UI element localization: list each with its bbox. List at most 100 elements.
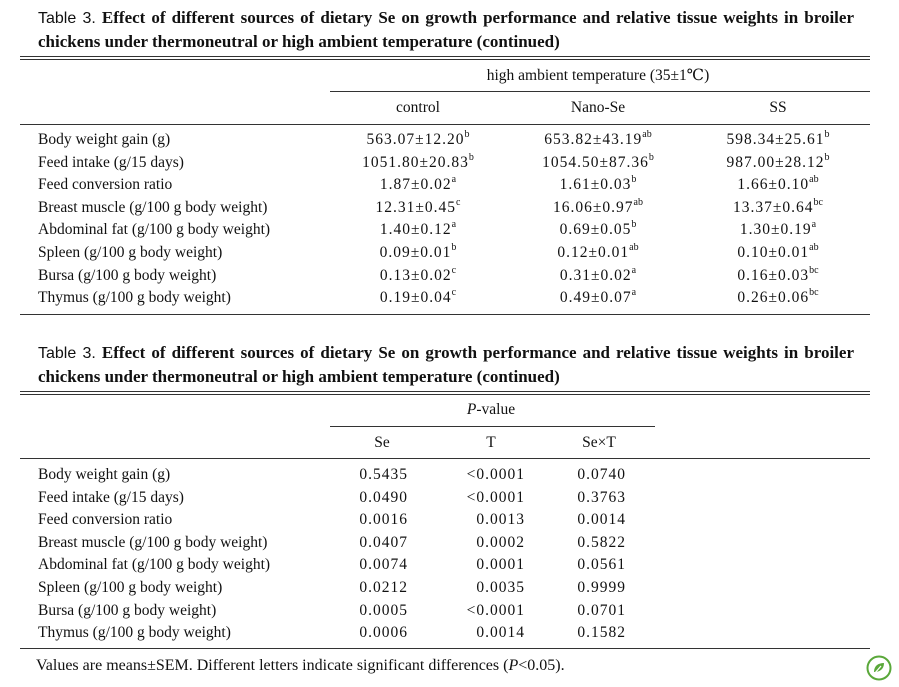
significance-letter: c [456, 196, 461, 208]
cell-value: 653.82±43.19 [544, 131, 643, 148]
table2-cell: 0.0701 [577, 601, 626, 619]
table1-label: Table 3. [38, 10, 96, 27]
table1-top-rule [20, 56, 870, 60]
leaf-badge-icon[interactable] [866, 655, 892, 681]
table2-cell: 0.0074 [359, 556, 408, 574]
significance-letter: b [824, 129, 830, 140]
table1-cell: 598.34±25.61b [726, 129, 830, 149]
significance-letter: bc [813, 196, 823, 208]
significance-letter: a [451, 219, 457, 231]
footnote-p-italic: P [508, 657, 519, 674]
significance-letter: b [464, 129, 470, 140]
table2-top-rule [20, 391, 870, 395]
table2-title: Effect of different sources of dietary S… [38, 343, 854, 386]
table2-cell: 0.1582 [577, 624, 626, 642]
table1-cell: 0.19±0.04c [379, 288, 456, 307]
table1-cell: 12.31±0.45c [376, 196, 461, 217]
table2-group-header: P-value [467, 401, 515, 419]
table1-cell: 0.26±0.06bc [737, 287, 819, 307]
table2-cell: 0.0407 [359, 533, 408, 551]
footnote-part1: Values are means±SEM. Different letters … [36, 657, 509, 674]
cell-value: 0.19±0.04 [379, 289, 452, 307]
significance-letter: ab [642, 129, 652, 140]
p-value-suffix: -value [476, 401, 516, 418]
cell-value: 1.40±0.12 [379, 221, 452, 239]
table2-cell: 0.3763 [577, 488, 626, 506]
table1-cell: 13.37±0.64bc [733, 196, 823, 217]
table1-cell: 0.10±0.01ab [737, 243, 818, 262]
cell-value: 1051.80±20.83 [362, 153, 469, 171]
significance-letter: b [631, 219, 637, 231]
table2-cell: 0.0490 [359, 488, 408, 506]
significance-letter: b [468, 151, 474, 163]
significance-letter: bc [809, 264, 819, 276]
table1-header-rule [20, 124, 870, 125]
table2-cell: 0.0561 [577, 556, 626, 574]
table1-col-header: Nano-Se [570, 99, 626, 116]
table2-cell: 0.0013 [476, 511, 525, 529]
table1-cell: 1.61±0.03b [560, 174, 637, 194]
table1-cell: 1054.50±87.36b [542, 151, 654, 172]
table1-cell: 987.00±28.12b [726, 151, 830, 172]
significance-letter: a [451, 174, 457, 186]
cell-value: 13.37±0.64 [733, 198, 814, 216]
table1-cell: 0.12±0.01ab [557, 243, 638, 262]
table1-row-label: Feed conversion ratio [38, 176, 173, 194]
significance-letter: a [631, 264, 637, 276]
table1-cell: 0.49±0.07a [560, 287, 637, 307]
significance-letter: b [824, 151, 830, 163]
table2-cell: 0.5435 [359, 466, 408, 483]
significance-letter: b [631, 174, 637, 186]
table2-caption: Table 3. Effect of different sources of … [38, 341, 854, 388]
table2-header-rule [20, 458, 870, 459]
table2-cell: 0.0212 [359, 579, 408, 596]
table2-cell: <0.0001 [466, 488, 525, 506]
table2-col-header: Se×T [582, 434, 616, 451]
cell-value: 0.12±0.01 [557, 244, 630, 261]
table2-bottom-rule [20, 648, 870, 649]
cell-value: 0.16±0.03 [737, 266, 810, 284]
table1-title: Effect of different sources of dietary S… [38, 8, 854, 51]
table2-row-label: Feed intake (g/15 days) [38, 488, 184, 506]
table1-cell: 1.87±0.02a [379, 174, 457, 194]
table1-row-label: Bursa (g/100 g body weight) [38, 266, 217, 284]
table1-row-label: Breast muscle (g/100 g body weight) [38, 198, 268, 216]
table2-row-label: Bursa (g/100 g body weight) [38, 601, 217, 619]
table1-cell: 0.69±0.05b [560, 219, 637, 239]
cell-value: 987.00±28.12 [726, 153, 825, 171]
table2-row-label: Breast muscle (g/100 g body weight) [38, 533, 268, 551]
significance-letter: a [811, 219, 817, 231]
significance-letter: a [631, 287, 637, 299]
table1-cell: 1.66±0.10ab [737, 174, 819, 194]
table1-row-label: Abdominal fat (g/100 g body weight) [38, 221, 271, 239]
table1-cell: 0.09±0.01b [380, 243, 457, 262]
table2-cell: <0.0001 [466, 601, 525, 619]
table1-col-header: control [396, 99, 440, 116]
table2-col-header: T [486, 434, 496, 451]
table-footnote: Values are means±SEM. Different letters … [36, 657, 565, 675]
table2-row-label: Abdominal fat (g/100 g body weight) [38, 556, 271, 574]
table1-cell: 16.06±0.97ab [553, 197, 643, 217]
table1-col-header: SS [769, 99, 787, 116]
table1-bottom-rule [20, 314, 870, 315]
table1-cell: 0.16±0.03bc [737, 264, 819, 285]
table2-cell: 0.0016 [359, 511, 408, 529]
significance-letter: b [648, 151, 654, 163]
cell-value: 1.87±0.02 [379, 176, 452, 194]
cell-value: 598.34±25.61 [726, 131, 825, 148]
table2-cell: 0.9999 [577, 579, 626, 596]
table1-cell: 1051.80±20.83b [362, 151, 474, 172]
cell-value: 0.26±0.06 [737, 289, 810, 307]
cell-value: 0.10±0.01 [737, 244, 810, 261]
cell-value: 1054.50±87.36 [542, 153, 649, 171]
cell-value: 16.06±0.97 [553, 198, 634, 216]
table2-row-label: Thymus (g/100 g body weight) [38, 624, 231, 642]
cell-value: 0.13±0.02 [379, 266, 452, 284]
table2-cell: 0.0035 [476, 579, 525, 596]
significance-letter: bc [809, 287, 819, 299]
significance-letter: ab [809, 174, 819, 186]
table2-cell: 0.0014 [577, 511, 626, 529]
table1-caption: Table 3. Effect of different sources of … [38, 6, 854, 53]
table2-col-header: Se [374, 434, 390, 451]
table1-cell: 563.07±12.20b [366, 129, 470, 149]
